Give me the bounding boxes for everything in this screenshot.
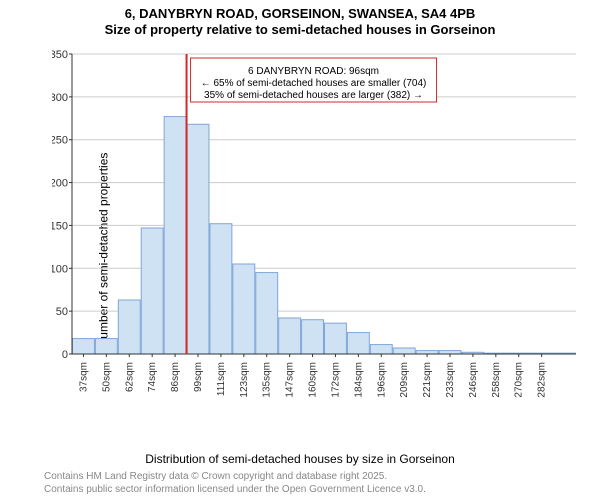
svg-text:100: 100 [52, 263, 68, 275]
svg-text:86sqm: 86sqm [170, 362, 181, 392]
svg-text:258sqm: 258sqm [491, 362, 502, 398]
svg-text:111sqm: 111sqm [216, 362, 227, 396]
annotation-line: 35% of semi-detached houses are larger (… [204, 90, 423, 101]
svg-text:184sqm: 184sqm [353, 362, 364, 398]
bar [164, 117, 186, 354]
svg-text:135sqm: 135sqm [262, 362, 273, 398]
svg-text:0: 0 [62, 349, 68, 361]
bar [393, 348, 415, 354]
svg-text:300: 300 [52, 92, 68, 104]
annotation-line: ← 65% of semi-detached houses are smalle… [201, 78, 427, 89]
bar [370, 345, 392, 354]
bar [439, 351, 461, 354]
x-axis-label: Distribution of semi-detached houses by … [0, 452, 600, 466]
svg-text:172sqm: 172sqm [330, 362, 341, 398]
chart-title-line2: Size of property relative to semi-detach… [0, 22, 600, 37]
svg-text:123sqm: 123sqm [239, 362, 250, 398]
svg-text:62sqm: 62sqm [124, 362, 135, 392]
bar [233, 264, 255, 354]
bar [210, 224, 232, 354]
footer-attribution: Contains HM Land Registry data © Crown c… [44, 471, 426, 496]
bar [279, 318, 301, 354]
bar [325, 323, 347, 354]
bar [187, 124, 209, 354]
svg-text:37sqm: 37sqm [78, 362, 89, 392]
svg-text:270sqm: 270sqm [514, 362, 525, 398]
bar [416, 351, 438, 354]
svg-text:233sqm: 233sqm [445, 362, 456, 398]
bar [73, 339, 95, 354]
footer-line1: Contains HM Land Registry data © Crown c… [44, 471, 426, 484]
bar [95, 339, 117, 354]
bar [141, 228, 163, 354]
svg-text:196sqm: 196sqm [376, 362, 387, 398]
bar [302, 320, 324, 354]
svg-text:50sqm: 50sqm [101, 362, 112, 392]
svg-text:221sqm: 221sqm [422, 362, 433, 398]
svg-text:99sqm: 99sqm [193, 362, 204, 392]
svg-text:250: 250 [52, 135, 68, 147]
annotation-line: 6 DANYBRYN ROAD: 96sqm [248, 66, 379, 77]
svg-text:350: 350 [52, 49, 68, 61]
svg-text:282sqm: 282sqm [537, 362, 548, 398]
svg-text:246sqm: 246sqm [468, 362, 479, 398]
svg-text:74sqm: 74sqm [147, 362, 158, 392]
bar [347, 333, 369, 354]
svg-text:150: 150 [52, 220, 68, 232]
bar [256, 273, 278, 354]
bar [118, 300, 140, 354]
chart-plot-area: 0 50 100 150 200 250 300 350 37sqm 50sqm 62sqm 74sq… [52, 48, 582, 408]
svg-text:200: 200 [52, 178, 68, 190]
svg-text:147sqm: 147sqm [285, 362, 296, 398]
svg-text:209sqm: 209sqm [399, 362, 410, 398]
svg-text:160sqm: 160sqm [308, 362, 319, 398]
footer-line2: Contains public sector information licen… [44, 484, 426, 497]
svg-text:50: 50 [56, 306, 68, 318]
chart-title-line1: 6, DANYBRYN ROAD, GORSEINON, SWANSEA, SA… [0, 6, 600, 21]
